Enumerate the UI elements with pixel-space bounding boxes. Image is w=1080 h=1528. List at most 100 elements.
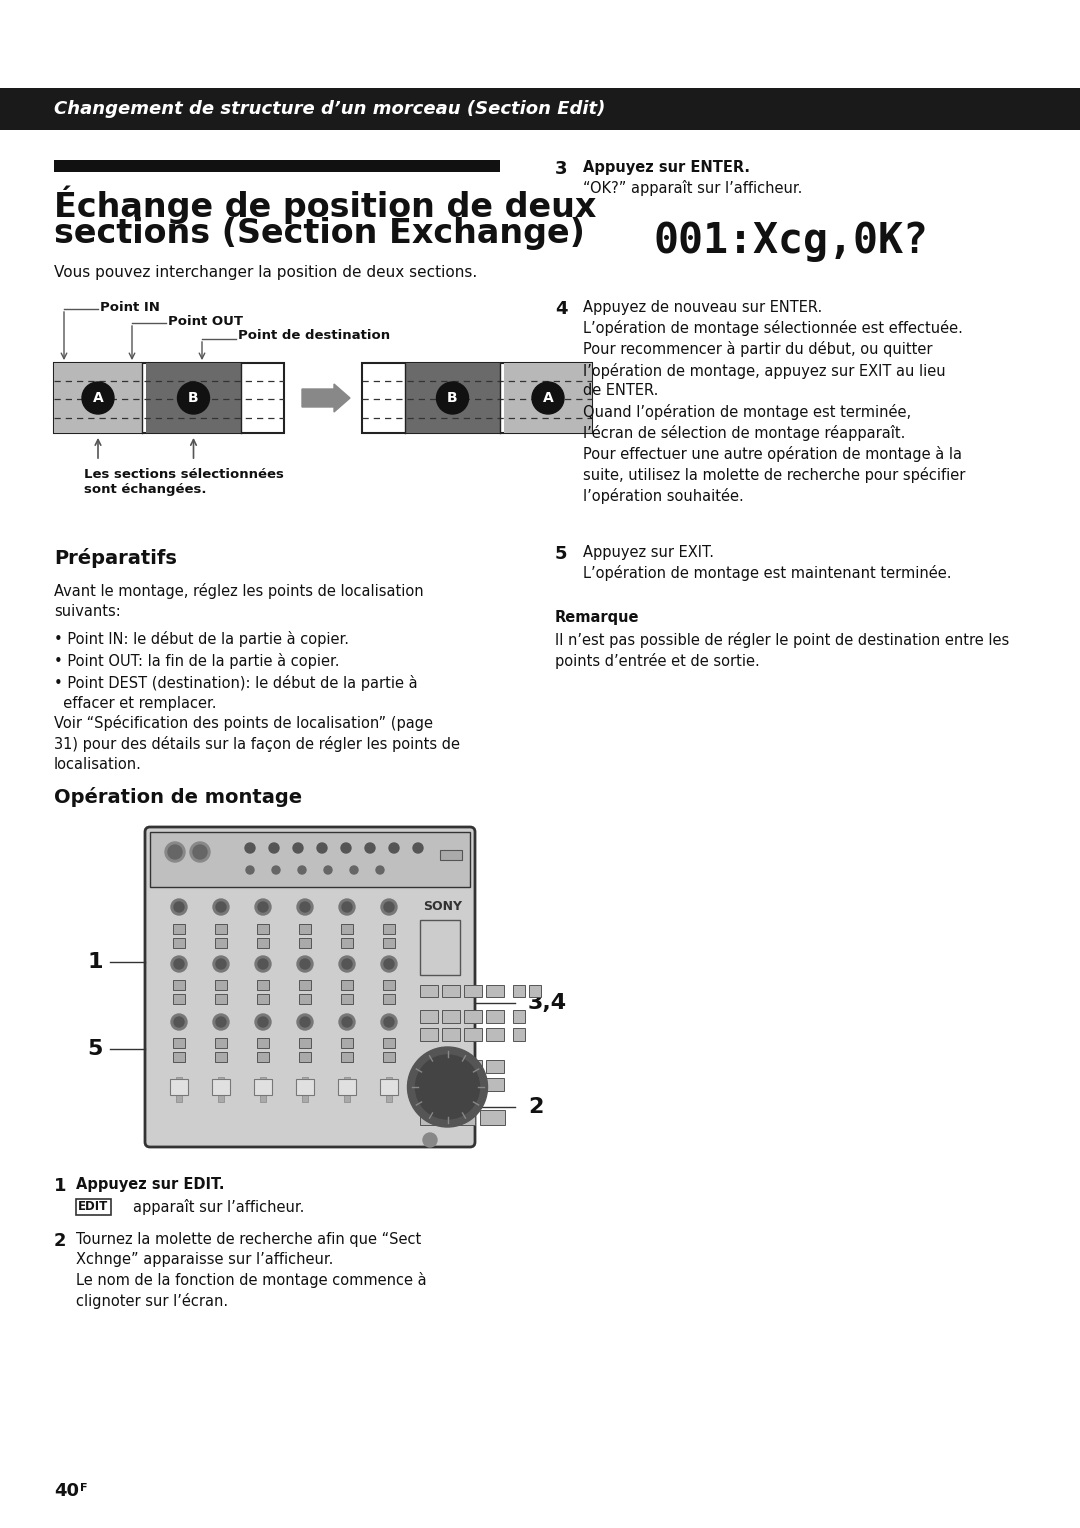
Circle shape [246,866,254,874]
Bar [173,938,185,947]
Bar [383,1051,395,1062]
Bar [257,1038,269,1048]
Circle shape [213,898,229,915]
Bar [296,1079,314,1096]
Bar [442,986,460,996]
Text: 3: 3 [555,160,567,177]
Text: B: B [447,391,458,405]
Text: Changement de structure d’un morceau (Section Edit): Changement de structure d’un morceau (Se… [54,99,606,118]
Bar [420,1109,445,1125]
Text: Voir “Spécification des points de localisation” (page
31) pour des détails sur l: Voir “Spécification des points de locali… [54,715,460,772]
Text: apparaît sur l’afficheur.: apparaît sur l’afficheur. [133,1199,305,1215]
Text: Les sections sélectionnées
sont échangées.: Les sections sélectionnées sont échangée… [84,468,284,497]
Circle shape [269,843,279,853]
Bar [299,1051,311,1062]
Circle shape [216,1018,226,1027]
Circle shape [413,843,423,853]
Circle shape [297,957,313,972]
Bar [215,979,227,990]
Circle shape [532,382,564,414]
Text: 001:Xcg,0K?: 001:Xcg,0K? [653,220,928,261]
Circle shape [293,843,303,853]
Circle shape [318,843,327,853]
Bar [383,924,395,934]
Circle shape [436,382,469,414]
Circle shape [177,382,210,414]
Circle shape [171,957,187,972]
Circle shape [423,1132,437,1148]
Circle shape [342,902,352,912]
Bar [442,1010,460,1024]
Text: EDIT: EDIT [78,1201,108,1213]
Circle shape [213,957,229,972]
Bar [215,1038,227,1048]
Text: 2: 2 [528,1097,543,1117]
Text: Point IN: Point IN [100,301,160,313]
Bar [170,1079,188,1096]
Bar [420,1010,438,1024]
Bar [176,1077,183,1102]
Circle shape [416,1054,480,1118]
Bar [420,986,438,996]
Bar [383,1038,395,1048]
Text: SONY: SONY [423,900,462,914]
Text: Appuyez de nouveau sur ENTER.
L’opération de montage sélectionnée est effectuée.: Appuyez de nouveau sur ENTER. L’opératio… [583,299,966,504]
Circle shape [258,1018,268,1027]
Bar [383,979,395,990]
Bar [486,1010,504,1024]
Circle shape [339,957,355,972]
Circle shape [342,1018,352,1027]
Circle shape [255,898,271,915]
Circle shape [165,842,185,862]
Bar [380,1079,399,1096]
Bar [299,924,311,934]
Text: A: A [542,391,553,405]
Circle shape [381,898,397,915]
Circle shape [324,866,332,874]
Bar [150,833,470,1141]
Circle shape [174,960,184,969]
Bar [54,364,284,432]
Bar [299,995,311,1004]
Text: Point de destination: Point de destination [238,329,390,342]
Text: • Point OUT: la fin de la partie à copier.: • Point OUT: la fin de la partie à copie… [54,652,339,669]
Bar [341,924,353,934]
Text: A: A [93,391,104,405]
Circle shape [190,842,210,862]
Text: Opération de montage: Opération de montage [54,787,302,807]
Circle shape [171,898,187,915]
Bar [442,1060,460,1073]
FancyArrow shape [302,384,350,413]
Bar [480,1109,505,1125]
Circle shape [341,843,351,853]
Bar [341,1051,353,1062]
Circle shape [342,960,352,969]
Bar [260,1077,266,1102]
Bar [0,89,1080,130]
Circle shape [381,1015,397,1030]
Circle shape [245,843,255,853]
Bar [450,1109,475,1125]
Bar [504,364,592,432]
Bar [345,1077,350,1102]
Text: Avant le montage, réglez les points de localisation
suivants:: Avant le montage, réglez les points de l… [54,584,423,619]
Text: Remarque: Remarque [555,610,639,625]
Bar [215,938,227,947]
Circle shape [216,902,226,912]
Circle shape [300,902,310,912]
Bar [442,1077,460,1091]
Bar [486,1077,504,1091]
Text: • Point DEST (destination): le début de la partie à
  effacer et remplacer.: • Point DEST (destination): le début de … [54,675,418,711]
Circle shape [339,898,355,915]
Bar [341,938,353,947]
Circle shape [300,1018,310,1027]
Bar [464,1060,482,1073]
Text: Appuyez sur EDIT.: Appuyez sur EDIT. [76,1177,225,1192]
Bar [486,1028,504,1041]
Text: Tournez la molette de recherche afin que “Sect
Xchnge” apparaisse sur l’afficheu: Tournez la molette de recherche afin que… [76,1232,427,1309]
Circle shape [384,960,394,969]
Bar [173,924,185,934]
Circle shape [297,898,313,915]
Circle shape [272,866,280,874]
Bar [442,1028,460,1041]
